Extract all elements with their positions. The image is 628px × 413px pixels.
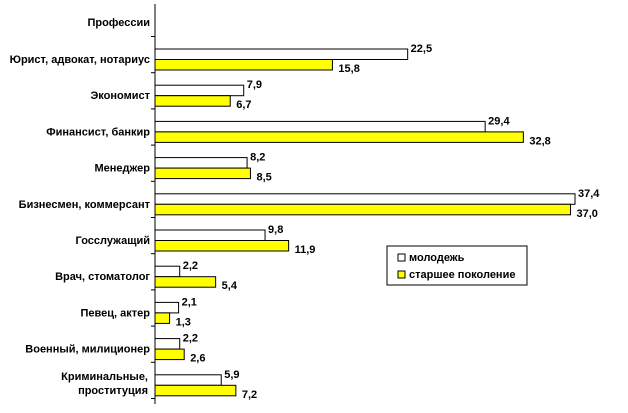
data-label: 37,0 (577, 208, 598, 220)
legend-swatch-older (397, 270, 406, 279)
legend: молодежь старшее поколение (386, 245, 528, 286)
bar-older (154, 203, 572, 216)
data-label: 5,4 (222, 280, 238, 292)
data-label: 2,2 (183, 333, 198, 345)
data-label: 2,2 (183, 260, 198, 272)
bar-youth (154, 265, 181, 278)
bar-older (154, 276, 217, 288)
bar-older (154, 59, 333, 71)
data-label: 29,4 (488, 115, 510, 127)
category-label: Бизнесмен, коммерсант (19, 199, 151, 211)
category-label: Военный, милиционер (25, 344, 150, 356)
bar-older (154, 131, 524, 143)
data-label: 32,8 (529, 135, 550, 147)
data-label: 5,9 (224, 369, 239, 381)
bar-older (154, 312, 171, 324)
bar-youth (154, 84, 245, 97)
category-label: Финансист, банкир (46, 126, 150, 138)
data-label: 1,3 (176, 316, 191, 328)
category-label: Юрист, адвокат, нотариус (10, 54, 150, 66)
category-label: Криминальные, (61, 371, 148, 383)
bar-youth (154, 193, 576, 205)
data-label: 7,2 (242, 389, 257, 401)
bar-youth (154, 301, 180, 314)
data-label: 7,9 (247, 79, 262, 91)
bar-youth (154, 48, 409, 60)
data-label: 8,2 (250, 152, 265, 164)
data-label: 15,8 (338, 63, 359, 75)
legend-box (386, 245, 528, 286)
bar-youth (154, 229, 266, 241)
bar-older (154, 240, 290, 252)
bar-youth (154, 120, 486, 133)
bar-older (154, 348, 185, 361)
legend-label-youth: молодежь (409, 252, 465, 264)
bar-youth (154, 157, 248, 169)
bar-older (154, 95, 231, 107)
bar-older (154, 384, 237, 397)
category-label: Врач, стоматолог (55, 271, 150, 283)
data-label: 11,9 (295, 244, 316, 256)
legend-swatch-youth (397, 253, 406, 262)
data-label: 22,5 (411, 43, 432, 55)
category-label: Госслужащий (76, 235, 150, 247)
data-label: 9,8 (268, 224, 283, 236)
bar-youth (154, 374, 222, 386)
data-label: 2,6 (190, 353, 205, 365)
category-label: Певец, актер (81, 307, 151, 319)
category-header: Профессии (87, 17, 150, 29)
bar-youth (154, 338, 181, 350)
data-label: 8,5 (256, 172, 271, 184)
category-label: Менеджер (94, 163, 150, 175)
category-label: Экономист (90, 90, 150, 102)
data-label: 6,7 (236, 99, 251, 111)
legend-label-older: старшее поколение (409, 269, 515, 281)
data-label: 37,4 (578, 188, 600, 200)
category-label: проституция (78, 385, 148, 397)
bar-older (154, 167, 251, 180)
data-label: 2,1 (182, 296, 197, 308)
